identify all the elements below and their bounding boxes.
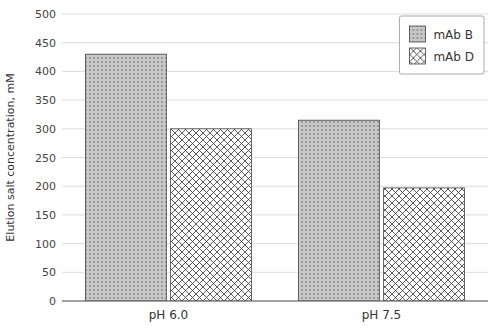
chart: 0 50 100 150 200 250 300 350 400 450 500 Elution sa… [0,0,500,333]
y-axis-label: Elution salt concentration, mM [4,73,17,241]
y-tick-label: 300 [35,123,56,136]
bar [171,129,252,301]
legend-box [399,16,484,74]
y-tick-label: 100 [35,238,56,251]
y-tick-label: 400 [35,65,56,78]
bar [298,120,379,301]
legend: mAb B mAb D [399,16,484,74]
x-axis-line [62,301,488,302]
x-tick-label: pH 7.5 [362,308,402,322]
bars [85,54,464,301]
y-tick-label: 200 [35,180,56,193]
bar [384,188,465,301]
grid-line [62,14,488,15]
legend-swatch [409,26,425,42]
y-axis: 0 50 100 150 200 250 300 350 400 450 500 [35,8,488,308]
y-tick-label: 50 [42,266,56,279]
x-tick-label: pH 6.0 [149,308,189,322]
y-tick-label: 150 [35,209,56,222]
y-tick-label: 450 [35,37,56,50]
y-tick-label: 250 [35,152,56,165]
y-tick-label: 500 [35,8,56,21]
y-tick-label: 350 [35,94,56,107]
bar [85,54,166,301]
legend-swatch [409,48,425,64]
y-tick-label: 0 [49,295,56,308]
legend-label: mAb B [433,28,473,42]
legend-label: mAb D [433,50,474,64]
grid-line [62,301,488,302]
